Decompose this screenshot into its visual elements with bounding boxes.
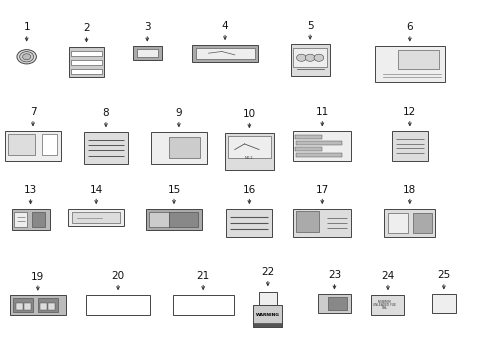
- Text: 20: 20: [111, 271, 124, 281]
- Bar: [224, 133, 273, 170]
- Text: 13: 13: [24, 185, 37, 195]
- Bar: [327, 297, 346, 310]
- Text: 19: 19: [31, 272, 44, 282]
- Text: 22: 22: [261, 267, 274, 277]
- Bar: [71, 60, 102, 65]
- Circle shape: [296, 54, 305, 61]
- Text: UNLEADED FUE: UNLEADED FUE: [372, 303, 395, 307]
- Bar: [169, 138, 200, 158]
- Text: 1: 1: [23, 22, 30, 32]
- Bar: [24, 303, 31, 310]
- Circle shape: [305, 54, 314, 61]
- Text: 5: 5: [306, 21, 313, 31]
- Text: 18: 18: [403, 185, 416, 195]
- Text: WARNING: WARNING: [255, 313, 279, 317]
- Text: 21: 21: [196, 271, 209, 281]
- Bar: [296, 153, 341, 157]
- Text: 11: 11: [315, 107, 328, 117]
- Bar: [137, 49, 158, 57]
- Bar: [384, 208, 434, 237]
- Bar: [397, 50, 438, 69]
- Text: 8: 8: [102, 108, 109, 118]
- Text: 7: 7: [30, 107, 36, 117]
- Text: 15: 15: [167, 185, 180, 195]
- Text: MINIMUM: MINIMUM: [377, 300, 390, 304]
- Bar: [12, 209, 49, 230]
- Bar: [132, 46, 162, 60]
- Bar: [71, 51, 102, 56]
- Text: 3: 3: [143, 22, 150, 32]
- Text: 10: 10: [243, 109, 255, 119]
- Bar: [296, 141, 341, 145]
- Text: 12: 12: [403, 107, 416, 117]
- Bar: [42, 134, 57, 156]
- Bar: [69, 47, 104, 77]
- Bar: [431, 294, 455, 312]
- Bar: [38, 298, 58, 312]
- Bar: [192, 45, 257, 62]
- Bar: [71, 69, 102, 75]
- Bar: [169, 212, 198, 227]
- Text: 14: 14: [89, 185, 102, 195]
- Circle shape: [17, 50, 36, 64]
- Text: 23: 23: [327, 270, 340, 280]
- Bar: [226, 208, 272, 237]
- Text: 25: 25: [436, 270, 449, 280]
- Text: 9: 9: [175, 108, 182, 118]
- Bar: [391, 131, 427, 161]
- Bar: [8, 134, 35, 156]
- Circle shape: [20, 51, 34, 62]
- Bar: [253, 323, 282, 327]
- Bar: [295, 147, 322, 151]
- Bar: [371, 295, 404, 315]
- Bar: [151, 132, 206, 164]
- Circle shape: [22, 54, 31, 60]
- Bar: [412, 212, 431, 233]
- Bar: [40, 303, 47, 310]
- Bar: [13, 298, 33, 312]
- Text: 24: 24: [381, 271, 394, 281]
- Bar: [86, 295, 149, 315]
- Bar: [253, 306, 282, 327]
- Bar: [295, 211, 319, 232]
- Text: ONL: ONL: [381, 306, 387, 310]
- Text: 2: 2: [83, 23, 90, 33]
- Text: NO.2: NO.2: [244, 156, 253, 160]
- Bar: [317, 294, 350, 312]
- Bar: [295, 135, 322, 139]
- Bar: [146, 208, 202, 230]
- Bar: [387, 212, 407, 233]
- Text: 17: 17: [315, 185, 328, 195]
- Bar: [5, 131, 61, 161]
- Bar: [292, 208, 351, 237]
- Bar: [290, 44, 329, 76]
- Text: 6: 6: [406, 22, 412, 32]
- Bar: [68, 208, 124, 226]
- Bar: [14, 212, 27, 227]
- Text: 16: 16: [242, 185, 255, 195]
- Bar: [374, 46, 444, 82]
- Text: 4: 4: [221, 21, 228, 31]
- Bar: [292, 131, 351, 161]
- Bar: [84, 132, 127, 164]
- Bar: [32, 212, 45, 227]
- Bar: [10, 295, 66, 315]
- Bar: [72, 212, 120, 223]
- Bar: [227, 136, 270, 158]
- Bar: [292, 48, 326, 67]
- Bar: [172, 295, 233, 315]
- Bar: [48, 303, 55, 310]
- Bar: [258, 292, 276, 305]
- Bar: [16, 303, 23, 310]
- Circle shape: [313, 54, 323, 61]
- Bar: [149, 212, 168, 227]
- Bar: [195, 48, 254, 59]
